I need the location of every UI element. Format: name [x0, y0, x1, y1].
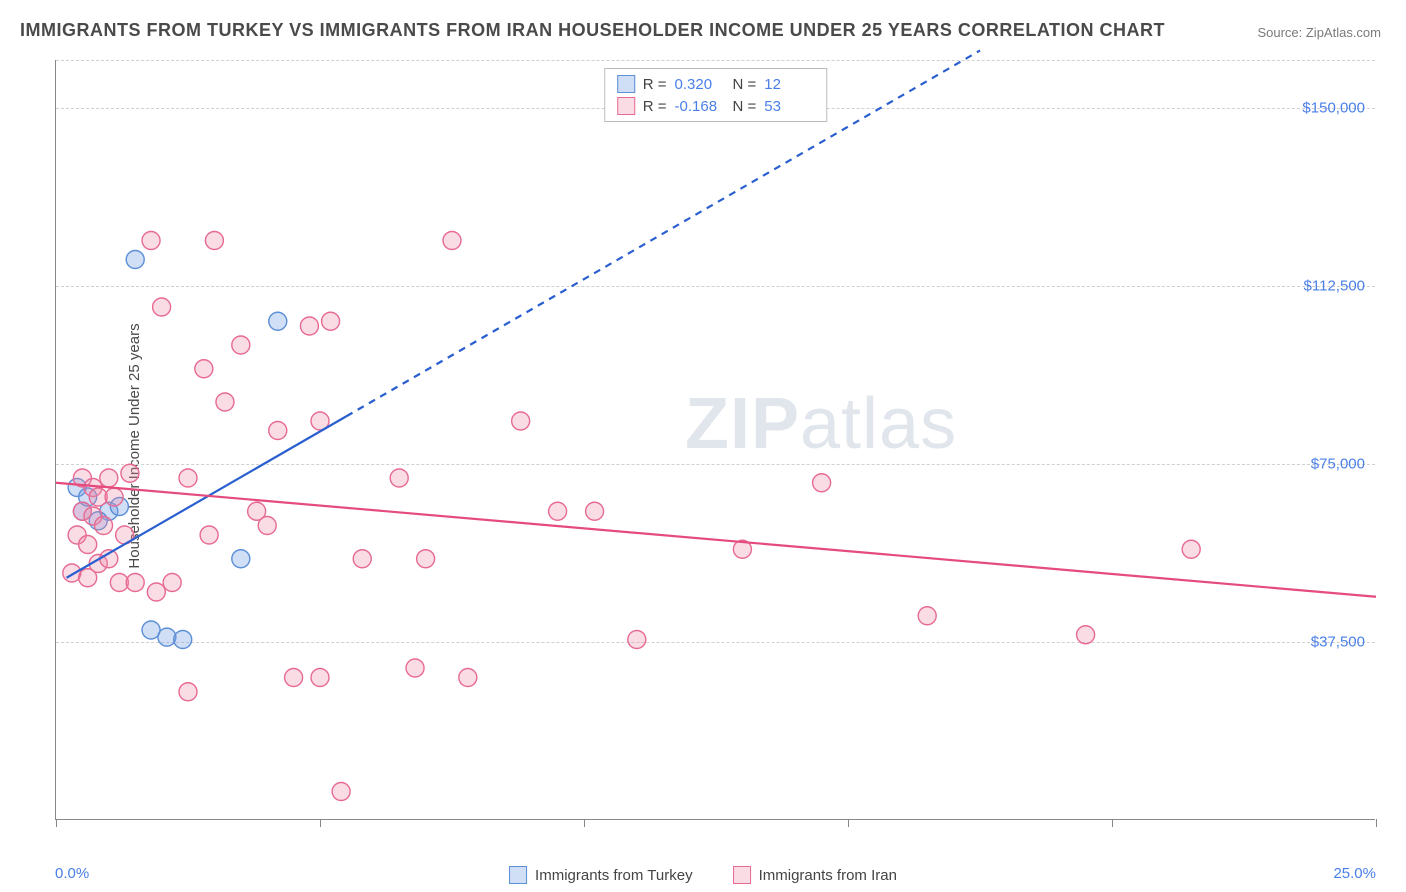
scatter-point: [100, 469, 118, 487]
scatter-point: [232, 550, 250, 568]
scatter-point: [126, 574, 144, 592]
source-name: ZipAtlas.com: [1306, 25, 1381, 40]
scatter-point: [269, 312, 287, 330]
x-tick: [584, 819, 585, 827]
swatch-turkey: [509, 866, 527, 884]
legend-label-turkey: Immigrants from Turkey: [535, 867, 693, 884]
scatter-point: [1077, 626, 1095, 644]
scatter-point: [147, 583, 165, 601]
scatter-point: [443, 232, 461, 250]
scatter-point: [174, 631, 192, 649]
scatter-point: [390, 469, 408, 487]
source-prefix: Source:: [1257, 25, 1305, 40]
scatter-point: [179, 683, 197, 701]
source-attribution: Source: ZipAtlas.com: [1257, 25, 1381, 40]
scatter-point: [332, 783, 350, 801]
scatter-point: [79, 536, 97, 554]
x-tick: [56, 819, 57, 827]
scatter-point: [285, 669, 303, 687]
x-tick: [320, 819, 321, 827]
scatter-point: [142, 232, 160, 250]
plot-area: ZIPatlas $37,500$75,000$112,500$150,000 …: [55, 60, 1375, 820]
scatter-point: [205, 232, 223, 250]
n-value-turkey: 12: [764, 76, 814, 93]
n-value-iran: 53: [764, 98, 814, 115]
r-label: R =: [643, 98, 667, 115]
n-label: N =: [733, 76, 757, 93]
scatter-point: [586, 502, 604, 520]
scatter-point: [232, 336, 250, 354]
scatter-point: [300, 317, 318, 335]
scatter-point: [813, 474, 831, 492]
stats-row-iran: R = -0.168 N = 53: [617, 95, 815, 117]
scatter-point: [195, 360, 213, 378]
legend-label-iran: Immigrants from Iran: [759, 867, 897, 884]
r-value-turkey: 0.320: [675, 76, 725, 93]
scatter-point: [95, 517, 113, 535]
scatter-point: [105, 488, 123, 506]
scatter-point: [200, 526, 218, 544]
scatter-point: [158, 628, 176, 646]
scatter-point: [406, 659, 424, 677]
stats-box: R = 0.320 N = 12 R = -0.168 N = 53: [604, 68, 828, 122]
scatter-point: [79, 569, 97, 587]
x-min-label: 0.0%: [55, 865, 89, 882]
x-max-label: 25.0%: [1333, 865, 1376, 882]
legend-item-iran: Immigrants from Iran: [733, 866, 897, 884]
legend-item-turkey: Immigrants from Turkey: [509, 866, 693, 884]
r-value-iran: -0.168: [675, 98, 725, 115]
x-tick: [1112, 819, 1113, 827]
scatter-point: [258, 517, 276, 535]
regression-line: [56, 483, 1376, 597]
scatter-point: [549, 502, 567, 520]
scatter-point: [121, 464, 139, 482]
scatter-point: [628, 631, 646, 649]
swatch-iran: [733, 866, 751, 884]
scatter-point: [179, 469, 197, 487]
scatter-point: [216, 393, 234, 411]
scatter-point: [269, 422, 287, 440]
swatch-iran: [617, 97, 635, 115]
scatter-point: [126, 251, 144, 269]
r-label: R =: [643, 76, 667, 93]
x-tick: [848, 819, 849, 827]
scatter-point: [353, 550, 371, 568]
scatter-point: [1182, 540, 1200, 558]
stats-row-turkey: R = 0.320 N = 12: [617, 73, 815, 95]
scatter-point: [153, 298, 171, 316]
series-legend: Immigrants from Turkey Immigrants from I…: [509, 866, 897, 884]
n-label: N =: [733, 98, 757, 115]
scatter-svg: [56, 60, 1375, 819]
scatter-point: [459, 669, 477, 687]
swatch-turkey: [617, 75, 635, 93]
chart-container: IMMIGRANTS FROM TURKEY VS IMMIGRANTS FRO…: [0, 0, 1406, 892]
scatter-point: [163, 574, 181, 592]
scatter-point: [322, 312, 340, 330]
scatter-point: [918, 607, 936, 625]
scatter-point: [512, 412, 530, 430]
x-tick: [1376, 819, 1377, 827]
scatter-point: [417, 550, 435, 568]
chart-title: IMMIGRANTS FROM TURKEY VS IMMIGRANTS FRO…: [20, 20, 1165, 41]
scatter-point: [311, 669, 329, 687]
